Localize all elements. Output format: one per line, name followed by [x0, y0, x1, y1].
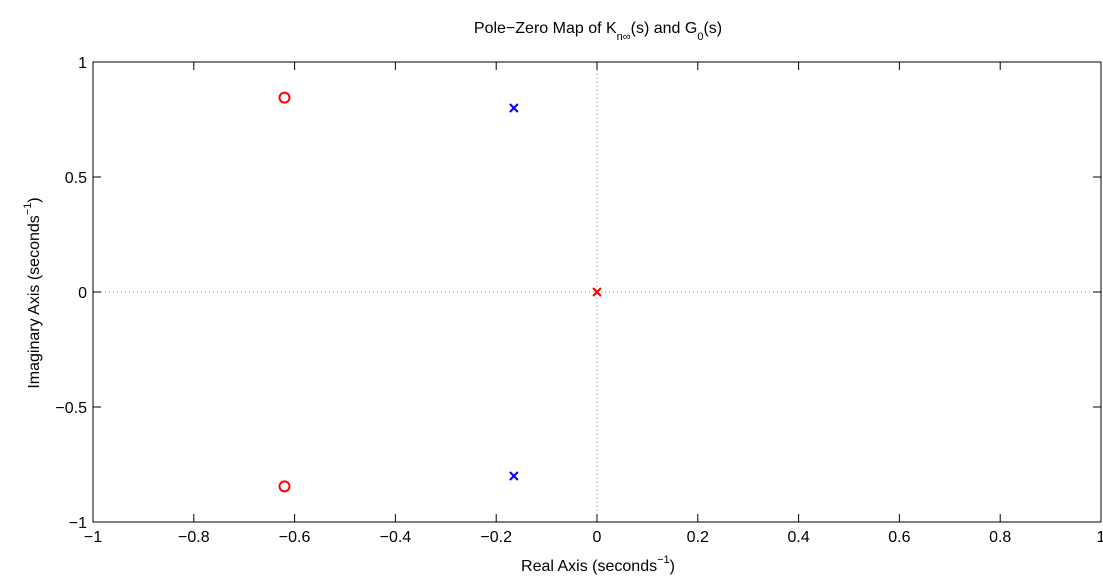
- chart-title: Pole−Zero Map of Kn∞(s) and G0(s): [474, 20, 722, 43]
- x-tick-label: −1: [84, 529, 102, 546]
- y-tick-label: 1: [78, 55, 87, 72]
- x-axis-title: Real Axis (seconds−1): [521, 554, 675, 575]
- y-tick-label: 0.5: [65, 170, 87, 187]
- y-tick-label: −1: [69, 515, 87, 532]
- x-tick-label: 1: [1097, 529, 1103, 546]
- pole-marker-stroke: [509, 103, 519, 113]
- x-tick-label: −0.6: [279, 529, 311, 546]
- x-tick-label: 0: [593, 529, 602, 546]
- axes-box: [92, 61, 1102, 523]
- zero-marker: [278, 480, 291, 493]
- x-tick-label: −0.8: [178, 529, 210, 546]
- pole-marker: [509, 103, 519, 113]
- y-tick-label: 0: [78, 285, 87, 302]
- pole-marker: [592, 287, 602, 297]
- pole-marker: [509, 471, 519, 481]
- pole-marker-stroke: [509, 471, 519, 481]
- plot-area: −1 −0.8 −0.6 −0.4 −0.2 0 0.2 0.4 0.6 0.8 1 −1 −0.5 0 0…: [55, 55, 1103, 546]
- x-tick-label: 0.6: [888, 529, 910, 546]
- x-tick-label: 0.2: [687, 529, 709, 546]
- x-tick-label: −0.4: [380, 529, 412, 546]
- y-tick-label: −0.5: [55, 400, 87, 417]
- x-tick-label: −0.2: [480, 529, 512, 546]
- x-tick-label: 0.8: [989, 529, 1011, 546]
- x-tick-label: 0.4: [787, 529, 809, 546]
- y-axis-title: Imaginary Axis (seconds−1): [22, 197, 43, 388]
- zero-marker: [278, 91, 291, 104]
- pole-marker-stroke: [592, 287, 602, 297]
